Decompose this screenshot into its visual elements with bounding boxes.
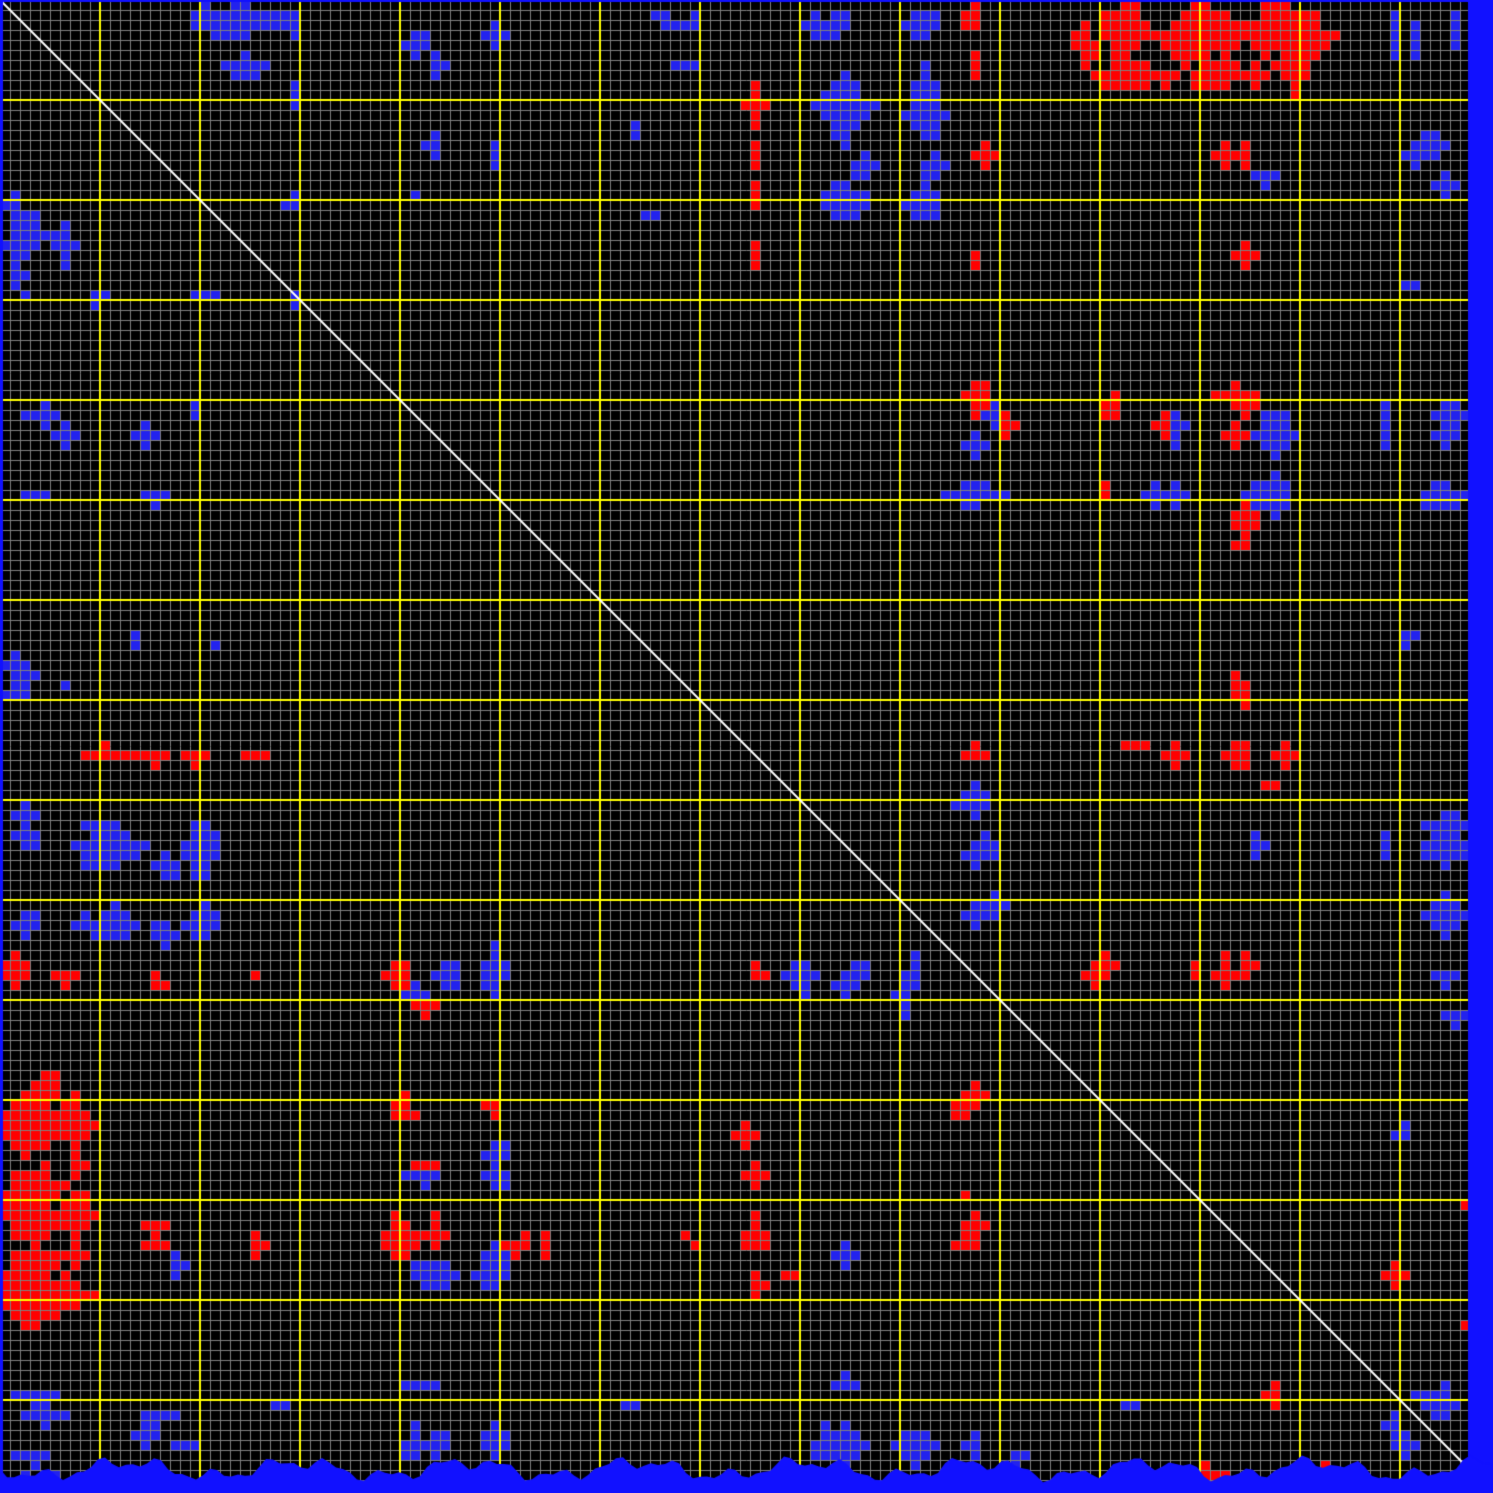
correlation-matrix-figure: Correlation Matrix Heatmap xyxy=(0,0,1493,1493)
correlation-matrix-canvas[interactable] xyxy=(0,0,1493,1493)
